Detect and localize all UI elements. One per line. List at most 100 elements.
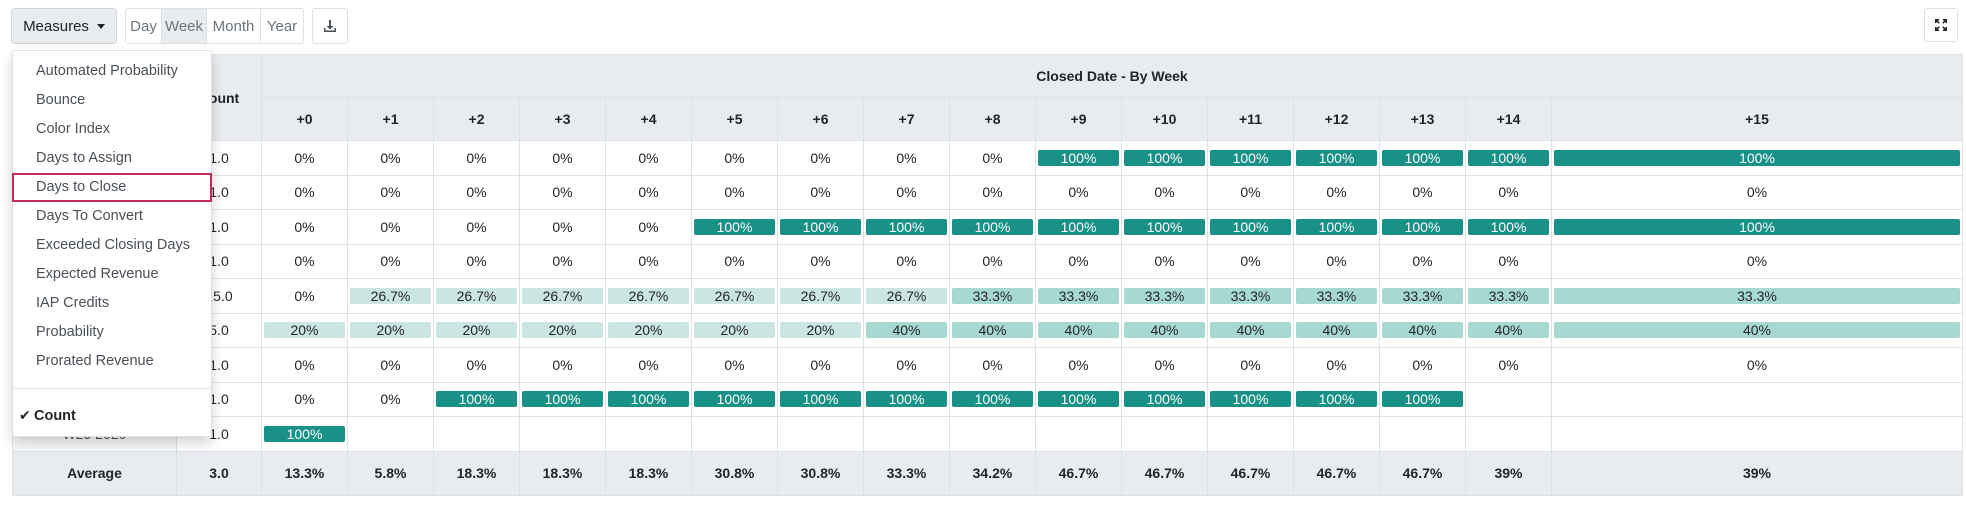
interval-week-button[interactable]: Week bbox=[161, 8, 207, 44]
measure-item[interactable]: Bounce bbox=[36, 92, 86, 108]
column-header[interactable]: +9 bbox=[1035, 97, 1122, 141]
column-header[interactable]: +4 bbox=[605, 97, 692, 141]
column-header[interactable]: +6 bbox=[777, 97, 864, 141]
measure-item[interactable]: Color Index bbox=[36, 121, 111, 137]
value-label: 100% bbox=[952, 391, 1033, 408]
value-cell: 40% bbox=[1293, 312, 1380, 348]
value-cell: 0% bbox=[1121, 347, 1208, 383]
value-label: 40% bbox=[1382, 322, 1463, 339]
value-label: 20% bbox=[780, 322, 861, 339]
value-cell: 0% bbox=[433, 174, 520, 210]
value-cell: 100% bbox=[519, 381, 606, 417]
value-label: 0% bbox=[294, 356, 315, 373]
value-label: 100% bbox=[1210, 391, 1291, 408]
value-cell: 0% bbox=[347, 243, 434, 279]
table-row: 1.0 0% 0% 0% 0% 0% 0% 0% 0% 0% 0% 0% 0% 0% 0% 0% 0% bbox=[12, 243, 1963, 279]
measure-item[interactable]: Days To Convert bbox=[36, 208, 143, 224]
table-row: 1.0 0% 0% 0% 0% 0% 100% 100% 100% 100% 100% 100% 100… bbox=[12, 209, 1963, 245]
value-cell: 33.3% bbox=[1035, 278, 1122, 314]
value-cell: 33.3% bbox=[1465, 278, 1552, 314]
download-button[interactable] bbox=[312, 8, 348, 44]
column-header[interactable]: +3 bbox=[519, 97, 606, 141]
column-header[interactable]: +5 bbox=[691, 97, 778, 141]
column-header[interactable]: +7 bbox=[863, 97, 950, 141]
value-cell: 33.3% bbox=[1207, 278, 1294, 314]
value-cell bbox=[691, 416, 778, 452]
measure-item[interactable]: Expected Revenue bbox=[36, 266, 159, 282]
value-cell: 0% bbox=[519, 347, 606, 383]
value-cell: 0% bbox=[777, 243, 864, 279]
column-header[interactable]: +10 bbox=[1121, 97, 1208, 141]
measure-item[interactable]: Prorated Revenue bbox=[36, 353, 154, 369]
measures-button[interactable]: Measures bbox=[11, 8, 117, 44]
value-label: 0% bbox=[294, 287, 315, 304]
value-label: 0% bbox=[1498, 253, 1519, 270]
value-label: 40% bbox=[866, 322, 947, 339]
value-cell: 100% bbox=[1035, 209, 1122, 245]
measure-item[interactable]: Automated Probability bbox=[36, 63, 178, 79]
value-label: 0% bbox=[1746, 356, 1768, 373]
value-cell: 100% bbox=[863, 209, 950, 245]
column-header[interactable]: +13 bbox=[1379, 97, 1466, 141]
average-value: 46.7% bbox=[1035, 450, 1122, 496]
value-cell: 0% bbox=[1379, 243, 1466, 279]
value-cell: 100% bbox=[433, 381, 520, 417]
value-label: 0% bbox=[552, 218, 573, 235]
average-value: 46.7% bbox=[1207, 450, 1294, 496]
value-cell: 100% bbox=[261, 416, 348, 452]
value-label: 0% bbox=[294, 391, 315, 408]
value-label: 100% bbox=[1038, 149, 1119, 166]
column-header[interactable]: +1 bbox=[347, 97, 434, 141]
value-cell: 0% bbox=[261, 140, 348, 176]
value-label: 20% bbox=[608, 322, 689, 339]
measure-item[interactable]: IAP Credits bbox=[36, 295, 110, 311]
measure-item[interactable]: Days to Assign bbox=[36, 150, 132, 166]
measure-item[interactable]: Days to Close bbox=[12, 173, 212, 202]
value-cell bbox=[863, 416, 950, 452]
value-cell: 100% bbox=[1465, 209, 1552, 245]
value-cell: 0% bbox=[519, 243, 606, 279]
value-label: 0% bbox=[466, 356, 487, 373]
value-label: 20% bbox=[264, 322, 345, 339]
column-header[interactable]: +0 bbox=[261, 97, 348, 141]
value-label: 0% bbox=[1154, 356, 1175, 373]
value-cell: 0% bbox=[433, 209, 520, 245]
average-count: 3.0 bbox=[176, 450, 262, 496]
closed-date-header[interactable]: Closed Date - By Week bbox=[261, 54, 1963, 98]
column-header[interactable]: +15 bbox=[1551, 97, 1963, 141]
column-header[interactable]: +2 bbox=[433, 97, 520, 141]
value-cell: 100% bbox=[1293, 381, 1380, 417]
value-label: 0% bbox=[1240, 184, 1261, 201]
value-label: 0% bbox=[1412, 253, 1433, 270]
value-label: 0% bbox=[380, 184, 401, 201]
value-label: 0% bbox=[380, 149, 401, 166]
value-label: 33.3% bbox=[1554, 287, 1960, 304]
value-label: 100% bbox=[866, 218, 947, 235]
interval-day-button[interactable]: Day bbox=[125, 8, 162, 44]
value-label: 0% bbox=[638, 149, 659, 166]
value-cell: 26.7% bbox=[863, 278, 950, 314]
column-header[interactable]: +14 bbox=[1465, 97, 1552, 141]
value-label: 100% bbox=[694, 218, 775, 235]
table-row: 1.0 0% 0% 0% 0% 0% 0% 0% 0% 0% 0% 0% 0% 0% 0% 0% 0% bbox=[12, 174, 1963, 210]
value-label: 100% bbox=[1382, 218, 1463, 235]
measure-item-count[interactable]: ✔ Count bbox=[13, 401, 211, 430]
measure-item[interactable]: Probability bbox=[36, 324, 104, 340]
value-label: 0% bbox=[982, 356, 1003, 373]
value-cell: 0% bbox=[1551, 347, 1963, 383]
value-label: 0% bbox=[896, 356, 917, 373]
column-header[interactable]: +12 bbox=[1293, 97, 1380, 141]
expand-button[interactable] bbox=[1924, 8, 1958, 42]
value-label: 0% bbox=[724, 184, 745, 201]
average-value: 39% bbox=[1465, 450, 1552, 496]
interval-year-button[interactable]: Year bbox=[260, 8, 304, 44]
value-label: 100% bbox=[1554, 149, 1960, 166]
interval-month-button[interactable]: Month bbox=[206, 8, 261, 44]
value-label: 20% bbox=[350, 322, 431, 339]
measure-item[interactable]: Exceeded Closing Days bbox=[36, 237, 190, 253]
column-header[interactable]: +11 bbox=[1207, 97, 1294, 141]
column-header[interactable]: +8 bbox=[949, 97, 1036, 141]
interval-group: Day Week Month Year bbox=[125, 8, 304, 44]
value-label: 100% bbox=[1124, 218, 1205, 235]
